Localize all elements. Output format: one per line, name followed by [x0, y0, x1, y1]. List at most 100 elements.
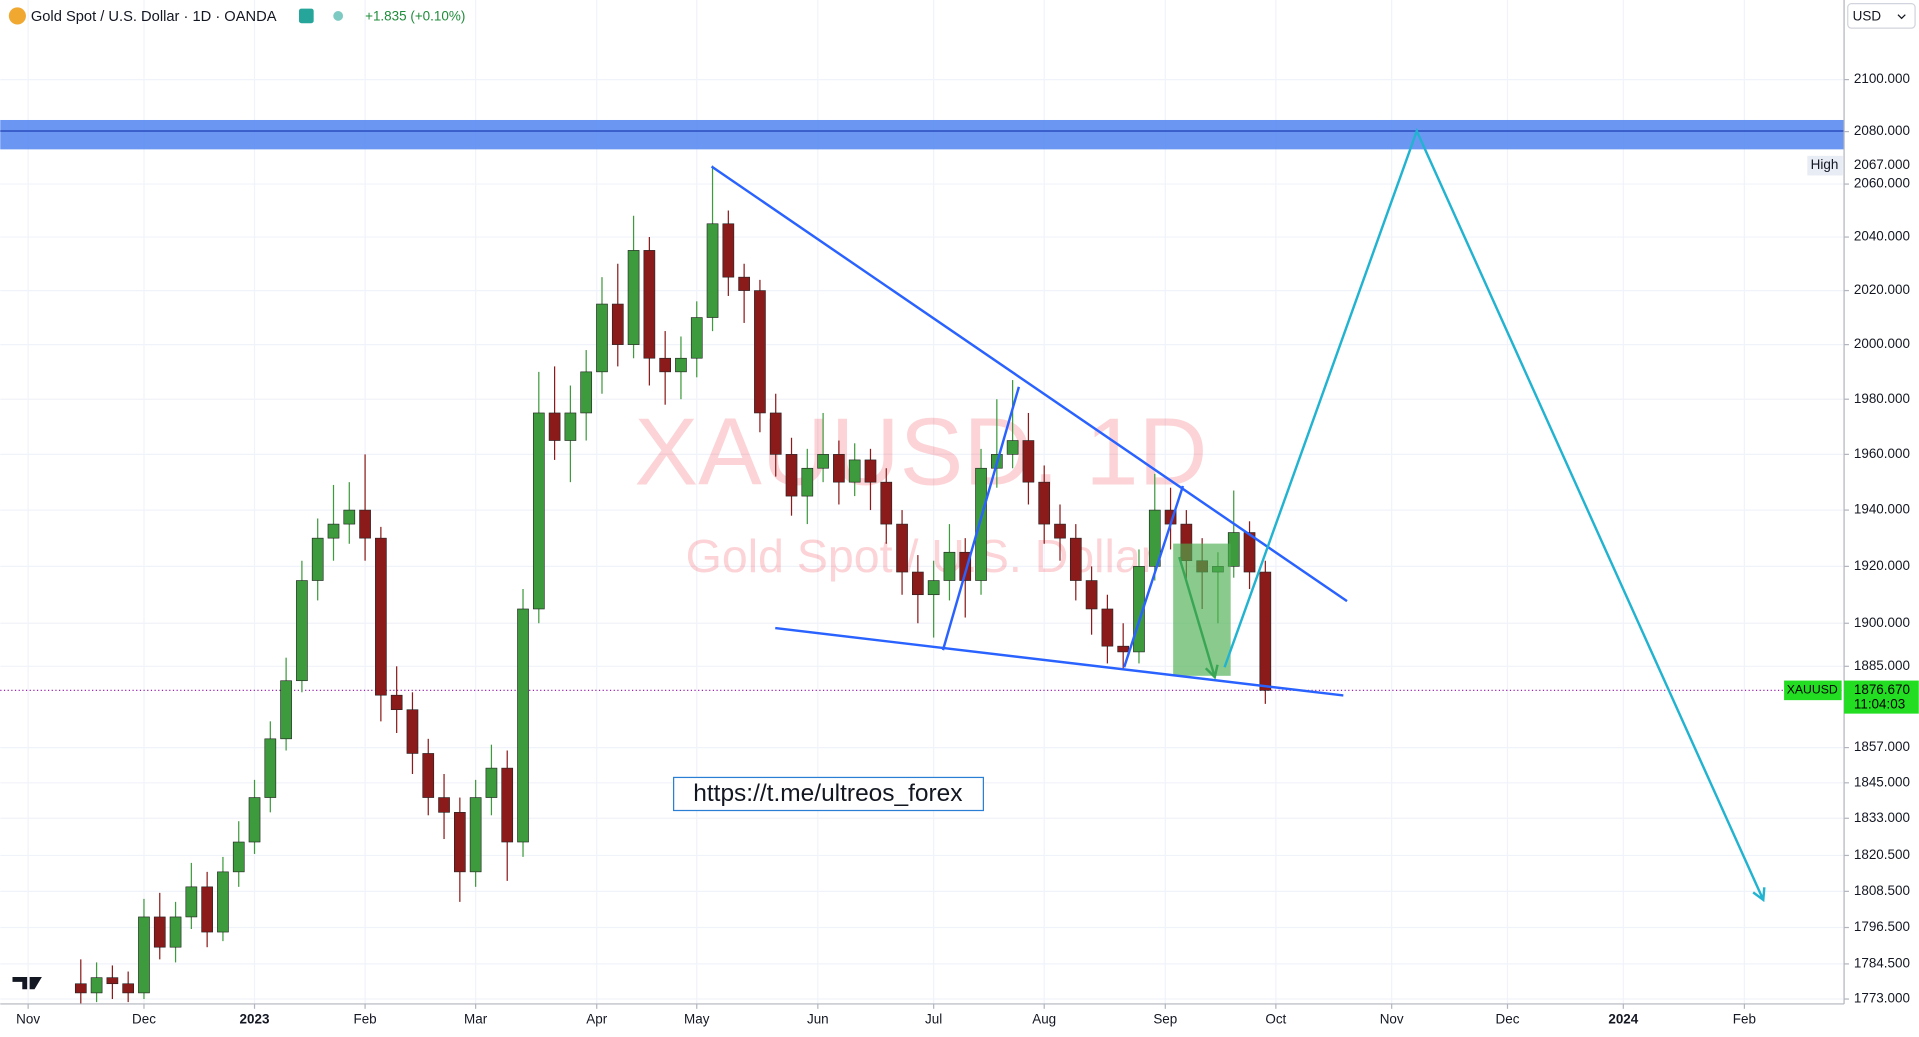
- candle-body: [690, 317, 703, 359]
- trend-line: [775, 626, 1344, 697]
- y-tick-label: 2060.000: [1854, 176, 1910, 191]
- link[interactable]: https://t.me/ultreos_forex: [693, 780, 962, 807]
- candle-body: [169, 916, 182, 948]
- candle-body: [1069, 537, 1082, 581]
- candle-body: [611, 303, 624, 345]
- x-tick-label: Dec: [1496, 1011, 1520, 1026]
- candle-body: [596, 303, 608, 373]
- candle-body: [90, 977, 103, 994]
- dropdown-icon: [1897, 14, 1906, 20]
- candle-body: [1006, 440, 1019, 455]
- candle-body: [122, 983, 135, 994]
- candle-body: [153, 916, 166, 948]
- x-tick-label: 2024: [1608, 1011, 1638, 1026]
- candle-body: [106, 977, 119, 985]
- x-tick-label: Nov: [16, 1011, 40, 1026]
- y-tick-label: 2000.000: [1854, 336, 1910, 351]
- countdown: 11:04:03: [1854, 697, 1905, 712]
- high-tag: High: [1811, 157, 1839, 172]
- y-tick-label: 1900.000: [1854, 615, 1910, 630]
- x-tick-label: Sep: [1153, 1011, 1177, 1026]
- last-price-label: 1876.670: [1854, 682, 1910, 697]
- candle-body: [896, 523, 908, 573]
- candle-body: [706, 223, 719, 318]
- link-box: [673, 776, 984, 812]
- y-tick-label: 1980.000: [1854, 391, 1910, 406]
- candle-body: [975, 467, 987, 581]
- symbol-icon: [8, 7, 26, 25]
- candle-body: [927, 580, 940, 596]
- projection-path: [1223, 127, 1764, 900]
- y-tick-label: 1885.000: [1854, 658, 1910, 673]
- candle-body: [1022, 440, 1035, 483]
- y-tick-label: 2080.000: [1854, 123, 1910, 138]
- candle-body: [375, 537, 387, 696]
- y-tick-label: 2100.000: [1854, 71, 1910, 86]
- x-tick-label: 2023: [240, 1011, 270, 1026]
- y-tick-label: 1857.000: [1854, 739, 1910, 754]
- last-tag-box: [1784, 680, 1842, 701]
- candle-body: [1148, 509, 1161, 567]
- candle-body: [454, 812, 466, 873]
- candle-body: [406, 709, 419, 754]
- candle-body: [1117, 645, 1130, 653]
- x-tick-label: Apr: [586, 1011, 607, 1026]
- candle-body: [1054, 523, 1066, 539]
- candle-body: [833, 454, 845, 483]
- candle-body: [1259, 571, 1272, 691]
- resistance-zone: [0, 119, 1845, 150]
- candle-body: [311, 537, 324, 581]
- candle-body: [422, 753, 435, 798]
- candle-body: [817, 454, 829, 469]
- candle-body: [532, 412, 545, 610]
- candle-body: [327, 523, 340, 539]
- y-tick-label: 1960.000: [1854, 446, 1910, 461]
- logo: [12, 977, 42, 990]
- candle-body: [754, 290, 766, 414]
- candle-body: [232, 841, 245, 873]
- x-tick-label: Mar: [464, 1011, 488, 1026]
- trend-line: [941, 386, 1021, 651]
- y-tick-label: 1820.500: [1854, 847, 1910, 862]
- price-axis-bg: [1844, 0, 1919, 1037]
- time-axis-bg: [0, 1003, 1919, 1037]
- x-tick-label: Aug: [1032, 1011, 1056, 1026]
- high-price-box: [1845, 155, 1919, 176]
- y-tick-label: 1808.500: [1854, 883, 1910, 898]
- candle-body: [390, 694, 403, 711]
- x-tick-label: Oct: [1265, 1011, 1286, 1026]
- x-tick-label: Nov: [1380, 1011, 1404, 1026]
- candle-body: [501, 767, 514, 843]
- symbol-title[interactable]: Gold Spot / U.S. Dollar · 1D · OANDA: [31, 9, 277, 25]
- candle-body: [280, 680, 292, 740]
- x-tick-label: Jun: [807, 1011, 829, 1026]
- candle-body: [943, 551, 956, 581]
- y-tick-label: 1845.000: [1854, 774, 1910, 789]
- x-tick-label: Feb: [353, 1011, 376, 1026]
- candle-body: [185, 886, 198, 918]
- candle-body: [848, 459, 861, 483]
- candle-body: [248, 797, 261, 843]
- candle-body: [438, 797, 450, 813]
- x-tick-label: May: [684, 1011, 710, 1026]
- candle-body: [217, 871, 229, 933]
- candle-body: [785, 454, 798, 497]
- candle-body: [675, 357, 687, 373]
- candle-body: [264, 738, 277, 798]
- currency-select[interactable]: [1847, 3, 1916, 29]
- trend-line: [1123, 485, 1185, 668]
- candle-body: [1101, 608, 1114, 647]
- y-tick-label: 1796.500: [1854, 919, 1910, 934]
- candle-body: [643, 250, 656, 359]
- candle-body: [138, 916, 150, 994]
- candle-body: [296, 580, 308, 682]
- currency[interactable]: USD: [1853, 9, 1882, 24]
- candle-body: [580, 371, 593, 414]
- x-tick-label: Feb: [1733, 1011, 1756, 1026]
- y-tick-label: 1773.000: [1854, 991, 1910, 1006]
- candle-body: [201, 886, 213, 933]
- y-tick-label: 2040.000: [1854, 229, 1910, 244]
- candle-body: [801, 467, 814, 497]
